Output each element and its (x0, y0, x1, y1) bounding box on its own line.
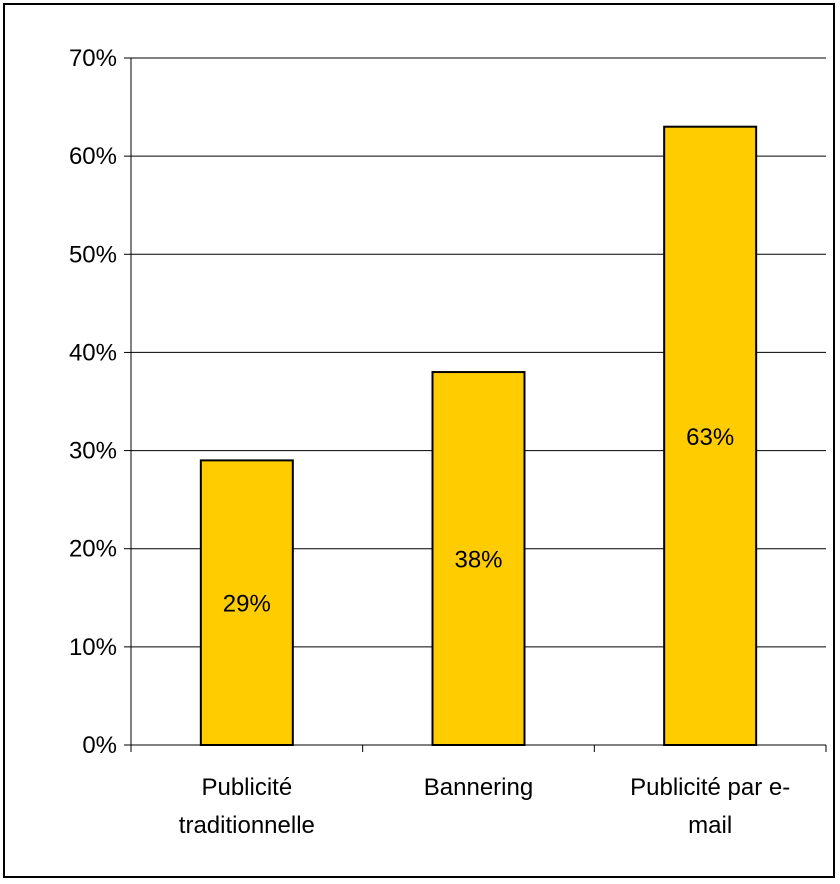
y-tick-label-3: 30% (69, 438, 117, 465)
category-label-1: Bannering (424, 774, 533, 801)
y-tick-label-0: 0% (82, 732, 117, 759)
y-tick-label-7: 70% (69, 45, 117, 72)
y-tick-label-4: 40% (69, 339, 117, 366)
y-tick-label-5: 50% (69, 241, 117, 268)
bar-2 (663, 125, 758, 746)
labels: 0% 10% 20% 30% 40% 50% 60% 70% 29% Publicité tradi… (69, 45, 790, 839)
y-tick-label-2: 20% (69, 536, 117, 563)
data-label-2: 63% (686, 424, 734, 451)
data-label-1: 38% (454, 547, 502, 574)
y-tick-label-6: 60% (69, 143, 117, 170)
bars (199, 125, 758, 746)
bar-0 (199, 459, 294, 746)
data-label-0: 29% (223, 591, 271, 618)
category-label-2: Publicité par e-mail (630, 774, 790, 839)
y-tick-label-1: 10% (69, 634, 117, 661)
category-label-0: Publicité traditionnelle (179, 774, 315, 839)
bar-1 (431, 371, 526, 746)
